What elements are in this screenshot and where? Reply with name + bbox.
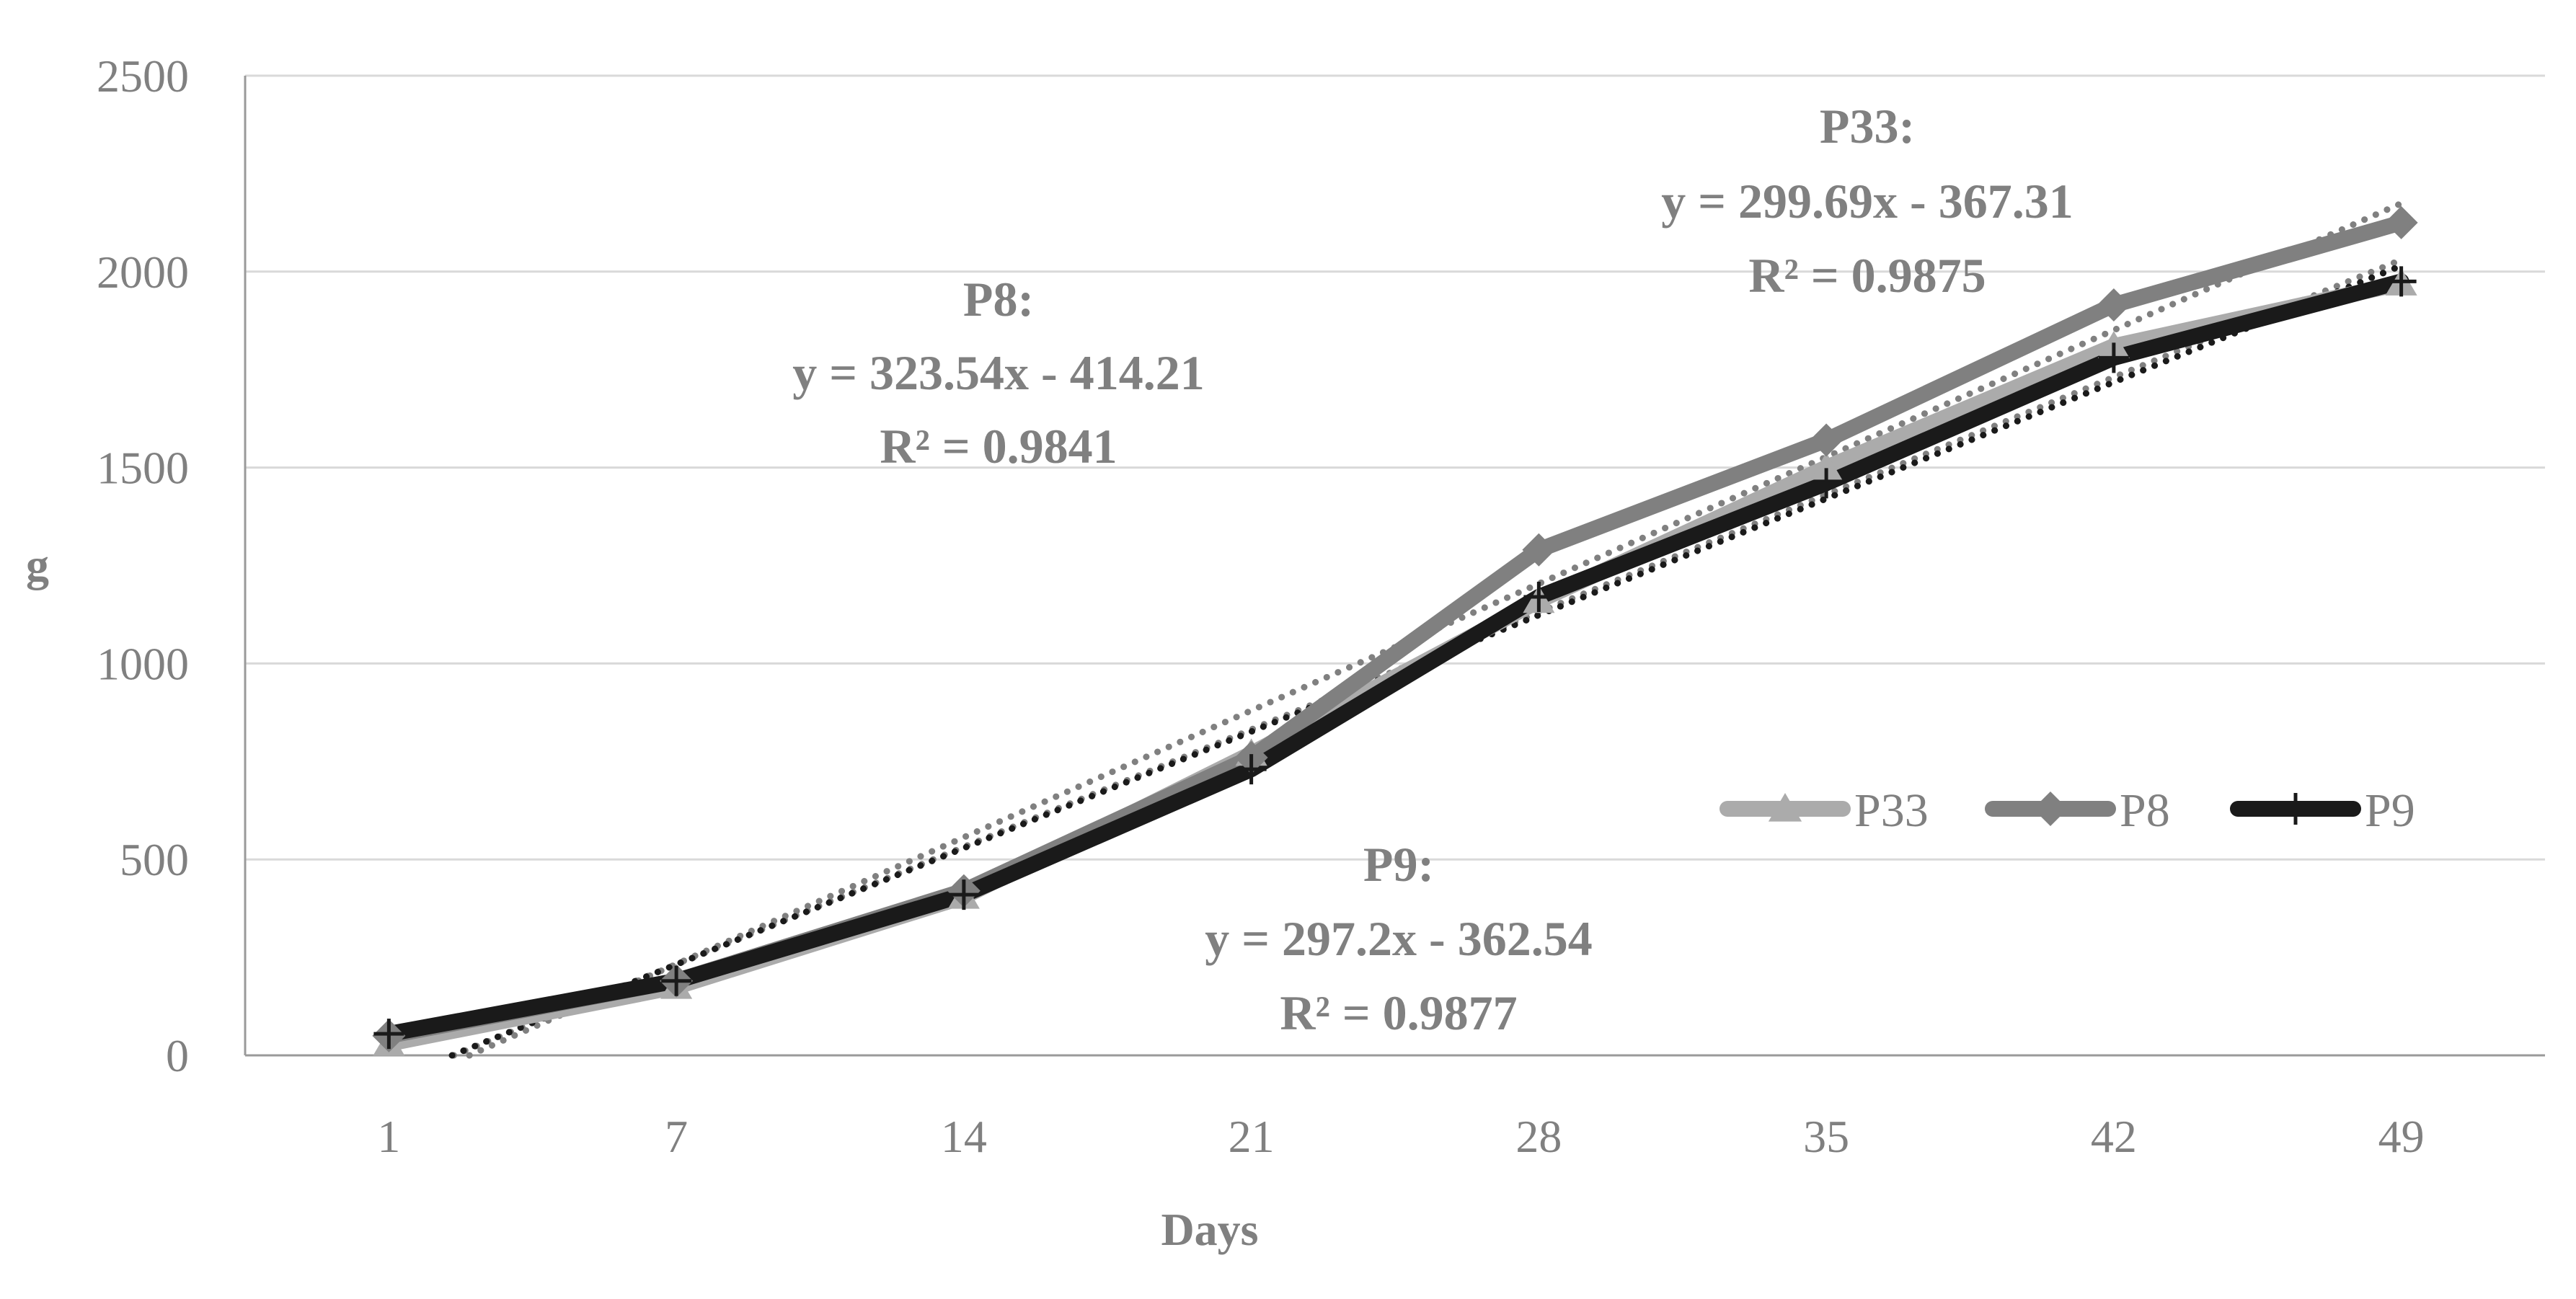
series-lines	[381, 214, 2409, 1052]
data-point-p9	[373, 1019, 404, 1050]
data-point-p8	[1810, 423, 1844, 457]
x-tick-label: 35	[1803, 1111, 1849, 1162]
series-markers	[372, 205, 2418, 1056]
x-tick-label: 28	[1515, 1111, 1562, 1162]
data-point-p9	[2098, 342, 2129, 373]
data-point-p9	[1236, 754, 1267, 785]
data-point-p9	[1523, 581, 1554, 612]
data-point-p9	[661, 965, 692, 996]
x-tick-label: 21	[1229, 1111, 1275, 1162]
annotation-p33-equation: y = 299.69x - 367.31	[1661, 174, 2073, 229]
annotation-p8: P8: y = 323.54x - 414.21 R² = 0.9841	[792, 272, 1204, 474]
annotation-p8-r2: R² = 0.9841	[880, 419, 1117, 474]
data-point-p8	[2384, 205, 2418, 239]
y-tick-label: 2500	[97, 50, 189, 102]
series-line-p9	[381, 273, 2409, 1042]
legend: P33 P8 P9	[1719, 784, 2415, 837]
data-point-p9	[948, 879, 979, 910]
annotation-p9-label: P9:	[1363, 837, 1434, 892]
legend-label-p9: P9	[2365, 784, 2415, 837]
y-tick-label: 2000	[97, 247, 189, 298]
annotation-p33-r2: R² = 0.9875	[1748, 248, 1986, 303]
data-point-p33	[1810, 452, 1843, 480]
data-point-p8	[2097, 288, 2130, 322]
data-point-p8	[1522, 533, 1556, 567]
annotation-p8-equation: y = 323.54x - 414.21	[792, 345, 1204, 400]
annotation-p33: P33: y = 299.69x - 367.31 R² = 0.9875	[1661, 99, 2073, 303]
x-tick-label: 42	[2091, 1111, 2137, 1162]
legend-marker-p9	[2280, 793, 2311, 825]
data-point-p9	[2386, 266, 2417, 297]
trendlines	[448, 200, 2405, 1059]
y-tick-label: 1500	[97, 443, 189, 494]
x-axis-title: Days	[1161, 1204, 1258, 1255]
annotation-p9: P9: y = 297.2x - 362.54 R² = 0.9877	[1205, 837, 1592, 1040]
x-tick-labels: 1 7 14 21 28 35 42 49	[377, 1111, 2424, 1162]
y-axis-title: g	[26, 539, 49, 590]
trendline	[448, 262, 2405, 1059]
trendline	[450, 256, 2405, 1059]
legend-marker-p8	[2033, 792, 2068, 826]
x-tick-label: 49	[2378, 1111, 2425, 1162]
legend-label-p33: P33	[1854, 784, 1929, 837]
annotation-p9-equation: y = 297.2x - 362.54	[1205, 911, 1592, 966]
legend-label-p8: P8	[2120, 784, 2170, 837]
annotation-p33-label: P33:	[1820, 99, 1915, 154]
y-tick-label: 0	[166, 1030, 189, 1081]
annotation-p9-r2: R² = 0.9877	[1280, 985, 1517, 1040]
x-tick-label: 1	[377, 1111, 400, 1162]
x-tick-label: 7	[665, 1111, 688, 1162]
gridlines	[245, 74, 2545, 861]
y-tick-label: 500	[120, 834, 189, 885]
data-point-p9	[1811, 468, 1842, 499]
legend-marker-p33	[1768, 793, 1802, 822]
y-tick-labels: 0 500 1000 1500 2000 2500	[97, 50, 189, 1081]
y-tick-label: 1000	[97, 638, 189, 689]
x-tick-label: 14	[941, 1111, 987, 1162]
annotation-p8-label: P8:	[963, 272, 1034, 327]
